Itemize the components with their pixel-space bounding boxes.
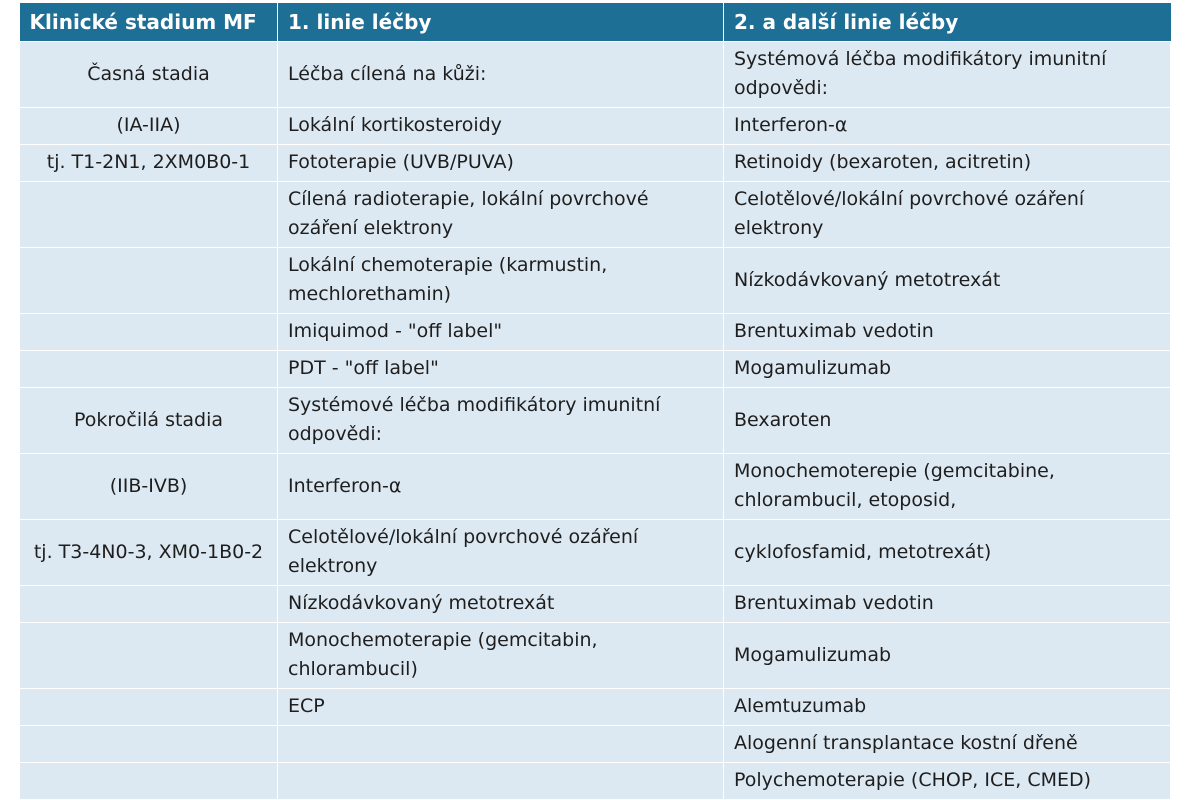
first-line-cell: Monochemoterapie (gemcitabin, chlorambuc… <box>277 621 724 689</box>
table-row: Alogenní transplantace kostní dřeně <box>19 724 1171 763</box>
second-line-cell: Polychemoterapie (CHOP, ICE, CMED) <box>723 761 1171 800</box>
table-row: (IA-IIA) Lokální kortikosteroidy Interfe… <box>19 106 1171 145</box>
table-row: (IIB-IVB) Interferon-α Monochemoterepie … <box>19 452 1171 520</box>
first-line-cell: Léčba cílená na kůži: <box>277 40 724 108</box>
first-line-cell <box>277 761 724 800</box>
stage-cell <box>19 687 278 726</box>
first-line-cell <box>277 724 724 763</box>
first-line-cell: Cílená radioterapie, lokální povrchové o… <box>277 180 724 248</box>
second-line-cell: cyklofosfamid, metotrexát) <box>723 518 1171 586</box>
treatment-table: Klinické stadium MF 1. linie léčby 2. a … <box>19 3 1171 800</box>
header-stage: Klinické stadium MF <box>19 3 278 41</box>
second-line-cell: Celotělové/lokální povrchové ozáření ele… <box>723 180 1171 248</box>
stage-cell: (IA-IIA) <box>19 106 278 145</box>
header-row: Klinické stadium MF 1. linie léčby 2. a … <box>19 3 1171 41</box>
table-row: PDT - "off label" Mogamulizumab <box>19 349 1171 388</box>
second-line-cell: Alogenní transplantace kostní dřeně <box>723 724 1171 763</box>
second-line-cell: Interferon-α <box>723 106 1171 145</box>
stage-cell: (IIB-IVB) <box>19 452 278 520</box>
table-row: Lokální chemoterapie (karmustin, mechlor… <box>19 246 1171 314</box>
first-line-cell: Interferon-α <box>277 452 724 520</box>
second-line-cell: Brentuximab vedotin <box>723 312 1171 351</box>
stage-cell: tj. T3-4N0-3, XM0-1B0-2 <box>19 518 278 586</box>
second-line-cell: Brentuximab vedotin <box>723 584 1171 623</box>
second-line-cell: Mogamulizumab <box>723 349 1171 388</box>
second-line-cell: Systémová léčba modifikátory imunitní od… <box>723 40 1171 108</box>
table-row: Imiquimod - "off label" Brentuximab vedo… <box>19 312 1171 351</box>
second-line-cell: Retinoidy (bexaroten, acitretin) <box>723 143 1171 182</box>
stage-cell <box>19 312 278 351</box>
table-row: tj. T1-2N1, 2XM0B0-1 Fototerapie (UVB/PU… <box>19 143 1171 182</box>
first-line-cell: Celotělové/lokální povrchové ozáření ele… <box>277 518 724 586</box>
table-row: Polychemoterapie (CHOP, ICE, CMED) <box>19 761 1171 800</box>
first-line-cell: Systémové léčba modifikátory imunitní od… <box>277 386 724 454</box>
table-header: Klinické stadium MF 1. linie léčby 2. a … <box>19 3 1171 41</box>
first-line-cell: PDT - "off label" <box>277 349 724 388</box>
table-row: ECP Alemtuzumab <box>19 687 1171 726</box>
first-line-cell: Fototerapie (UVB/PUVA) <box>277 143 724 182</box>
table-row: Cílená radioterapie, lokální povrchové o… <box>19 180 1171 248</box>
table-body: Časná stadia Léčba cílená na kůži: Systé… <box>19 40 1171 800</box>
second-line-cell: Nízkodávkovaný metotrexát <box>723 246 1171 314</box>
stage-cell <box>19 349 278 388</box>
stage-cell <box>19 761 278 800</box>
stage-cell <box>19 584 278 623</box>
second-line-cell: Monochemoterepie (gemcitabine, chlorambu… <box>723 452 1171 520</box>
header-first-line: 1. linie léčby <box>277 3 724 41</box>
stage-cell: Časná stadia <box>19 40 278 108</box>
stage-cell: tj. T1-2N1, 2XM0B0-1 <box>19 143 278 182</box>
header-second-line: 2. a další linie léčby <box>723 3 1171 41</box>
table-row: Časná stadia Léčba cílená na kůži: Systé… <box>19 40 1171 108</box>
table-row: Nízkodávkovaný metotrexát Brentuximab ve… <box>19 584 1171 623</box>
first-line-cell: Lokální chemoterapie (karmustin, mechlor… <box>277 246 724 314</box>
table-row: Pokročilá stadia Systémové léčba modifik… <box>19 386 1171 454</box>
table-row: Monochemoterapie (gemcitabin, chlorambuc… <box>19 621 1171 689</box>
second-line-cell: Bexaroten <box>723 386 1171 454</box>
first-line-cell: Imiquimod - "off label" <box>277 312 724 351</box>
stage-cell <box>19 621 278 689</box>
second-line-cell: Mogamulizumab <box>723 621 1171 689</box>
stage-cell <box>19 724 278 763</box>
first-line-cell: Nízkodávkovaný metotrexát <box>277 584 724 623</box>
stage-cell: Pokročilá stadia <box>19 386 278 454</box>
first-line-cell: Lokální kortikosteroidy <box>277 106 724 145</box>
stage-cell <box>19 246 278 314</box>
first-line-cell: ECP <box>277 687 724 726</box>
table-row: tj. T3-4N0-3, XM0-1B0-2 Celotělové/lokál… <box>19 518 1171 586</box>
second-line-cell: Alemtuzumab <box>723 687 1171 726</box>
stage-cell <box>19 180 278 248</box>
